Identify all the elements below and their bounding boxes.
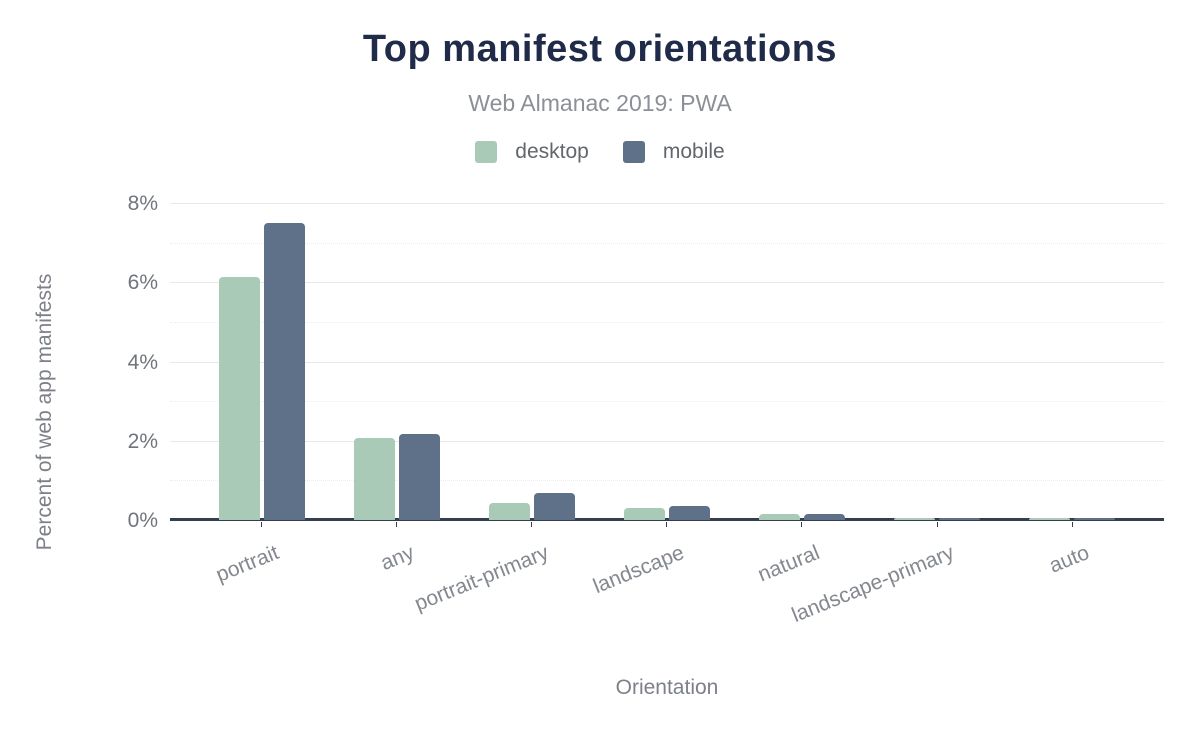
chart-title: Top manifest orientations (362, 28, 838, 70)
x-axis-title: Orientation (615, 676, 719, 699)
legend: desktop mobile (0, 140, 1200, 164)
legend-label-desktop: desktop (515, 140, 589, 163)
bar-mobile-auto[interactable] (1074, 518, 1116, 520)
gridline-minor (170, 321, 1164, 323)
bar-desktop-natural[interactable] (758, 513, 800, 520)
bar-desktop-auto[interactable] (1029, 518, 1071, 520)
bar-desktop-portrait-primary[interactable] (488, 502, 530, 520)
y-tick-label: 0% (127, 509, 158, 532)
bar-mobile-portrait-primary[interactable] (533, 493, 575, 520)
bar-mobile-any[interactable] (398, 433, 440, 520)
gridline-minor (170, 401, 1164, 403)
bar-desktop-portrait[interactable] (218, 277, 260, 520)
y-tick-label: 6% (127, 271, 158, 295)
y-tick-label: 2% (127, 429, 158, 453)
x-tick (396, 522, 398, 527)
x-label-portrait-primary: portrait-primary (411, 541, 553, 616)
plot-area: 0% 2% 4% 6% 8% portrait any portrait-primary lan… (128, 192, 1164, 627)
x-label-portrait: portrait (212, 541, 283, 587)
bar-mobile-natural[interactable] (803, 514, 845, 520)
bar-desktop-any[interactable] (353, 437, 395, 520)
gridline-major (170, 282, 1164, 284)
x-tick (531, 522, 533, 527)
gridline-major (170, 361, 1164, 363)
x-label-natural: natural (754, 541, 823, 587)
y-tick-label: 4% (127, 350, 158, 374)
bar-mobile-landscape[interactable] (668, 506, 710, 520)
x-tick (1071, 522, 1073, 527)
bar-desktop-landscape-primary[interactable] (894, 518, 935, 520)
legend-item-mobile[interactable]: mobile (622, 140, 725, 164)
gridline-minor (170, 480, 1164, 482)
y-axis-title: Percent of web app manifests (33, 273, 56, 551)
chart-subtitle: Web Almanac 2019: PWA (468, 90, 732, 116)
x-tick (261, 522, 262, 527)
bar-desktop-landscape[interactable] (623, 507, 665, 520)
gridline-minor (170, 242, 1164, 244)
x-tick (666, 522, 668, 527)
x-axis-line (170, 518, 1164, 521)
legend-item-desktop[interactable]: desktop (475, 140, 589, 164)
x-label-auto: auto (1046, 541, 1093, 578)
bar-mobile-landscape-primary[interactable] (939, 517, 980, 520)
y-tick-label: 8% (127, 192, 158, 215)
legend-label-mobile: mobile (662, 140, 725, 163)
desktop-swatch-icon (475, 141, 498, 163)
x-tick (936, 522, 938, 527)
x-label-landscape: landscape (590, 541, 688, 599)
x-label-any: any (377, 541, 418, 576)
mobile-swatch-icon (622, 141, 645, 163)
gridline-major (170, 440, 1164, 442)
gridline-major (170, 203, 1164, 204)
bar-mobile-portrait[interactable] (263, 223, 305, 520)
x-tick (801, 522, 803, 527)
